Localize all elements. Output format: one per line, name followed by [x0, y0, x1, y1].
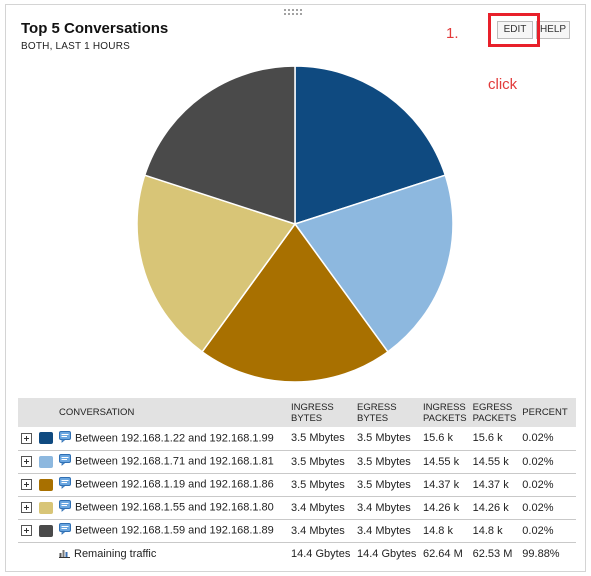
egress-packets-cell: 14.37 k	[469, 473, 520, 497]
pie-slice-4[interactable]: Between 192.168.1.55 and 192.168.1.80	[136, 174, 297, 353]
widget-title: Top 5 Conversations	[21, 20, 169, 37]
table-row[interactable]: Between 192.168.1.19 and 192.168.1.86 3.5…	[18, 473, 576, 497]
series-color-swatch	[39, 432, 53, 445]
top-conversations-widget: Top 5 Conversations BOTH, LAST 1 HOURS 1…	[5, 4, 586, 572]
expand-cell	[18, 427, 36, 451]
header-conversation: CONVERSATION	[56, 398, 288, 427]
edit-button[interactable]: EDIT	[497, 21, 533, 39]
pie-slice-1[interactable]: Between 192.168.1.22 and 192.168.1.99	[294, 65, 447, 226]
conversation-cell: Between 192.168.1.71 and 192.168.1.81	[56, 450, 288, 474]
series-color-swatch	[39, 478, 53, 491]
conversation-icon[interactable]	[59, 477, 71, 492]
remaining-percent: 99.88%	[522, 547, 560, 560]
egress-packets-cell: 15.6 k	[469, 427, 520, 451]
ingress-bytes-cell: 3.4 Mbytes	[288, 496, 354, 520]
conversation-label[interactable]: Between 192.168.1.55 and 192.168.1.80	[75, 501, 274, 514]
table-row[interactable]: Between 192.168.1.71 and 192.168.1.81 3.5…	[18, 450, 576, 474]
color-cell	[36, 519, 56, 543]
ingress-packets-cell: 14.37 k	[420, 473, 470, 497]
header-expand	[18, 398, 36, 427]
conversation-icon[interactable]	[59, 523, 71, 538]
ingress-bytes-cell: 3.5 Mbytes	[288, 427, 354, 451]
table-header-row: CONVERSATION INGRESS BYTES EGRESS BYTES IN…	[18, 398, 576, 427]
percent-cell: 0.02%	[519, 427, 576, 451]
widget-subtitle: BOTH, LAST 1 HOURS	[21, 41, 130, 52]
egress-bytes-cell: 3.4 Mbytes	[354, 496, 420, 520]
help-button[interactable]: HELP	[536, 21, 570, 39]
expand-cell	[18, 473, 36, 497]
percent-cell: 0.02%	[519, 450, 576, 474]
ingress-packets-cell: 14.55 k	[420, 450, 470, 474]
pie-slice-2[interactable]: Between 192.168.1.71 and 192.168.1.81	[293, 174, 454, 353]
conversation-icon[interactable]	[59, 500, 71, 515]
percent-cell: 0.02%	[519, 519, 576, 543]
remaining-egress-bytes: 14.4 Gbytes	[357, 547, 417, 560]
remaining-ingress-packets: 62.64 M	[423, 547, 463, 560]
ingress-bytes-cell: 3.5 Mbytes	[288, 450, 354, 474]
conversations-table: CONVERSATION INGRESS BYTES EGRESS BYTES IN…	[18, 398, 576, 565]
color-cell	[36, 427, 56, 451]
ingress-packets-cell: 15.6 k	[420, 427, 470, 451]
ingress-bytes-cell: 3.4 Mbytes	[288, 519, 354, 543]
conversations-pie-chart: Between 192.168.1.22 and 192.168.1.99Bet…	[136, 65, 454, 383]
egress-packets-cell: 14.55 k	[469, 450, 520, 474]
expand-icon[interactable]	[21, 525, 32, 537]
series-color-swatch	[39, 455, 53, 468]
table-row[interactable]: Between 192.168.1.55 and 192.168.1.80 3.4…	[18, 496, 576, 520]
expand-cell	[18, 496, 36, 520]
conversation-label[interactable]: Between 192.168.1.71 and 192.168.1.81	[75, 455, 274, 468]
click-annotation: click	[488, 76, 518, 93]
egress-packets-cell: 14.8 k	[469, 519, 520, 543]
edit-highlight-box	[488, 13, 540, 47]
series-color-swatch	[39, 501, 53, 514]
series-color-swatch	[39, 524, 53, 537]
header-percent: PERCENT	[519, 398, 576, 427]
remaining-label-cell: Remaining traffic	[56, 542, 288, 565]
egress-bytes-cell: 3.4 Mbytes	[354, 519, 420, 543]
remaining-egress-packets: 62.53 M	[472, 547, 513, 560]
conversation-cell: Between 192.168.1.55 and 192.168.1.80	[56, 496, 288, 520]
conversation-cell: Between 192.168.1.22 and 192.168.1.99	[56, 427, 288, 451]
conversation-label[interactable]: Between 192.168.1.22 and 192.168.1.99	[75, 432, 274, 445]
pie-slice-3[interactable]: Between 192.168.1.19 and 192.168.1.86	[201, 222, 389, 383]
expand-icon[interactable]	[21, 502, 32, 514]
conversation-label[interactable]: Between 192.168.1.59 and 192.168.1.89	[75, 524, 274, 537]
percent-cell: 0.02%	[519, 496, 576, 520]
expand-icon[interactable]	[21, 432, 32, 444]
expand-icon[interactable]	[21, 479, 32, 491]
ingress-packets-cell: 14.26 k	[420, 496, 470, 520]
drag-handle-icon[interactable]	[283, 8, 303, 16]
remaining-label: Remaining traffic	[74, 547, 157, 560]
remaining-ingress-bytes: 14.4 Gbytes	[291, 547, 351, 560]
table-row[interactable]: Between 192.168.1.22 and 192.168.1.99 3.5…	[18, 427, 576, 451]
remaining-traffic-row: Remaining traffic 14.4 Gbytes 14.4 Gbytes 6…	[18, 542, 576, 565]
color-cell	[36, 496, 56, 520]
conversation-icon[interactable]	[59, 430, 71, 446]
egress-bytes-cell: 3.5 Mbytes	[354, 427, 420, 451]
header-egress-packets: EGRESS PACKETS	[469, 398, 520, 427]
conversation-label[interactable]: Between 192.168.1.19 and 192.168.1.86	[75, 478, 274, 491]
table-row[interactable]: Between 192.168.1.59 and 192.168.1.89 3.4…	[18, 519, 576, 543]
expand-cell	[18, 519, 36, 543]
ingress-bytes-cell: 3.5 Mbytes	[288, 473, 354, 497]
expand-cell	[18, 450, 36, 474]
percent-cell: 0.02%	[519, 473, 576, 497]
header-color	[36, 398, 56, 427]
conversation-cell: Between 192.168.1.59 and 192.168.1.89	[56, 519, 288, 543]
pie-slice-5[interactable]: Between 192.168.1.59 and 192.168.1.89	[143, 65, 296, 226]
color-cell	[36, 450, 56, 474]
header-ingress-packets: INGRESS PACKETS	[420, 398, 470, 427]
header-egress-bytes: EGRESS BYTES	[354, 398, 420, 427]
color-cell	[36, 473, 56, 497]
bar-chart-icon	[59, 547, 70, 561]
conversation-cell: Between 192.168.1.19 and 192.168.1.86	[56, 473, 288, 497]
header-ingress-bytes: INGRESS BYTES	[288, 398, 354, 427]
step-annotation: 1.	[446, 25, 459, 42]
ingress-packets-cell: 14.8 k	[420, 519, 470, 543]
expand-icon[interactable]	[21, 456, 32, 468]
egress-bytes-cell: 3.5 Mbytes	[354, 450, 420, 474]
conversation-icon[interactable]	[59, 454, 71, 469]
egress-bytes-cell: 3.5 Mbytes	[354, 473, 420, 497]
egress-packets-cell: 14.26 k	[469, 496, 520, 520]
